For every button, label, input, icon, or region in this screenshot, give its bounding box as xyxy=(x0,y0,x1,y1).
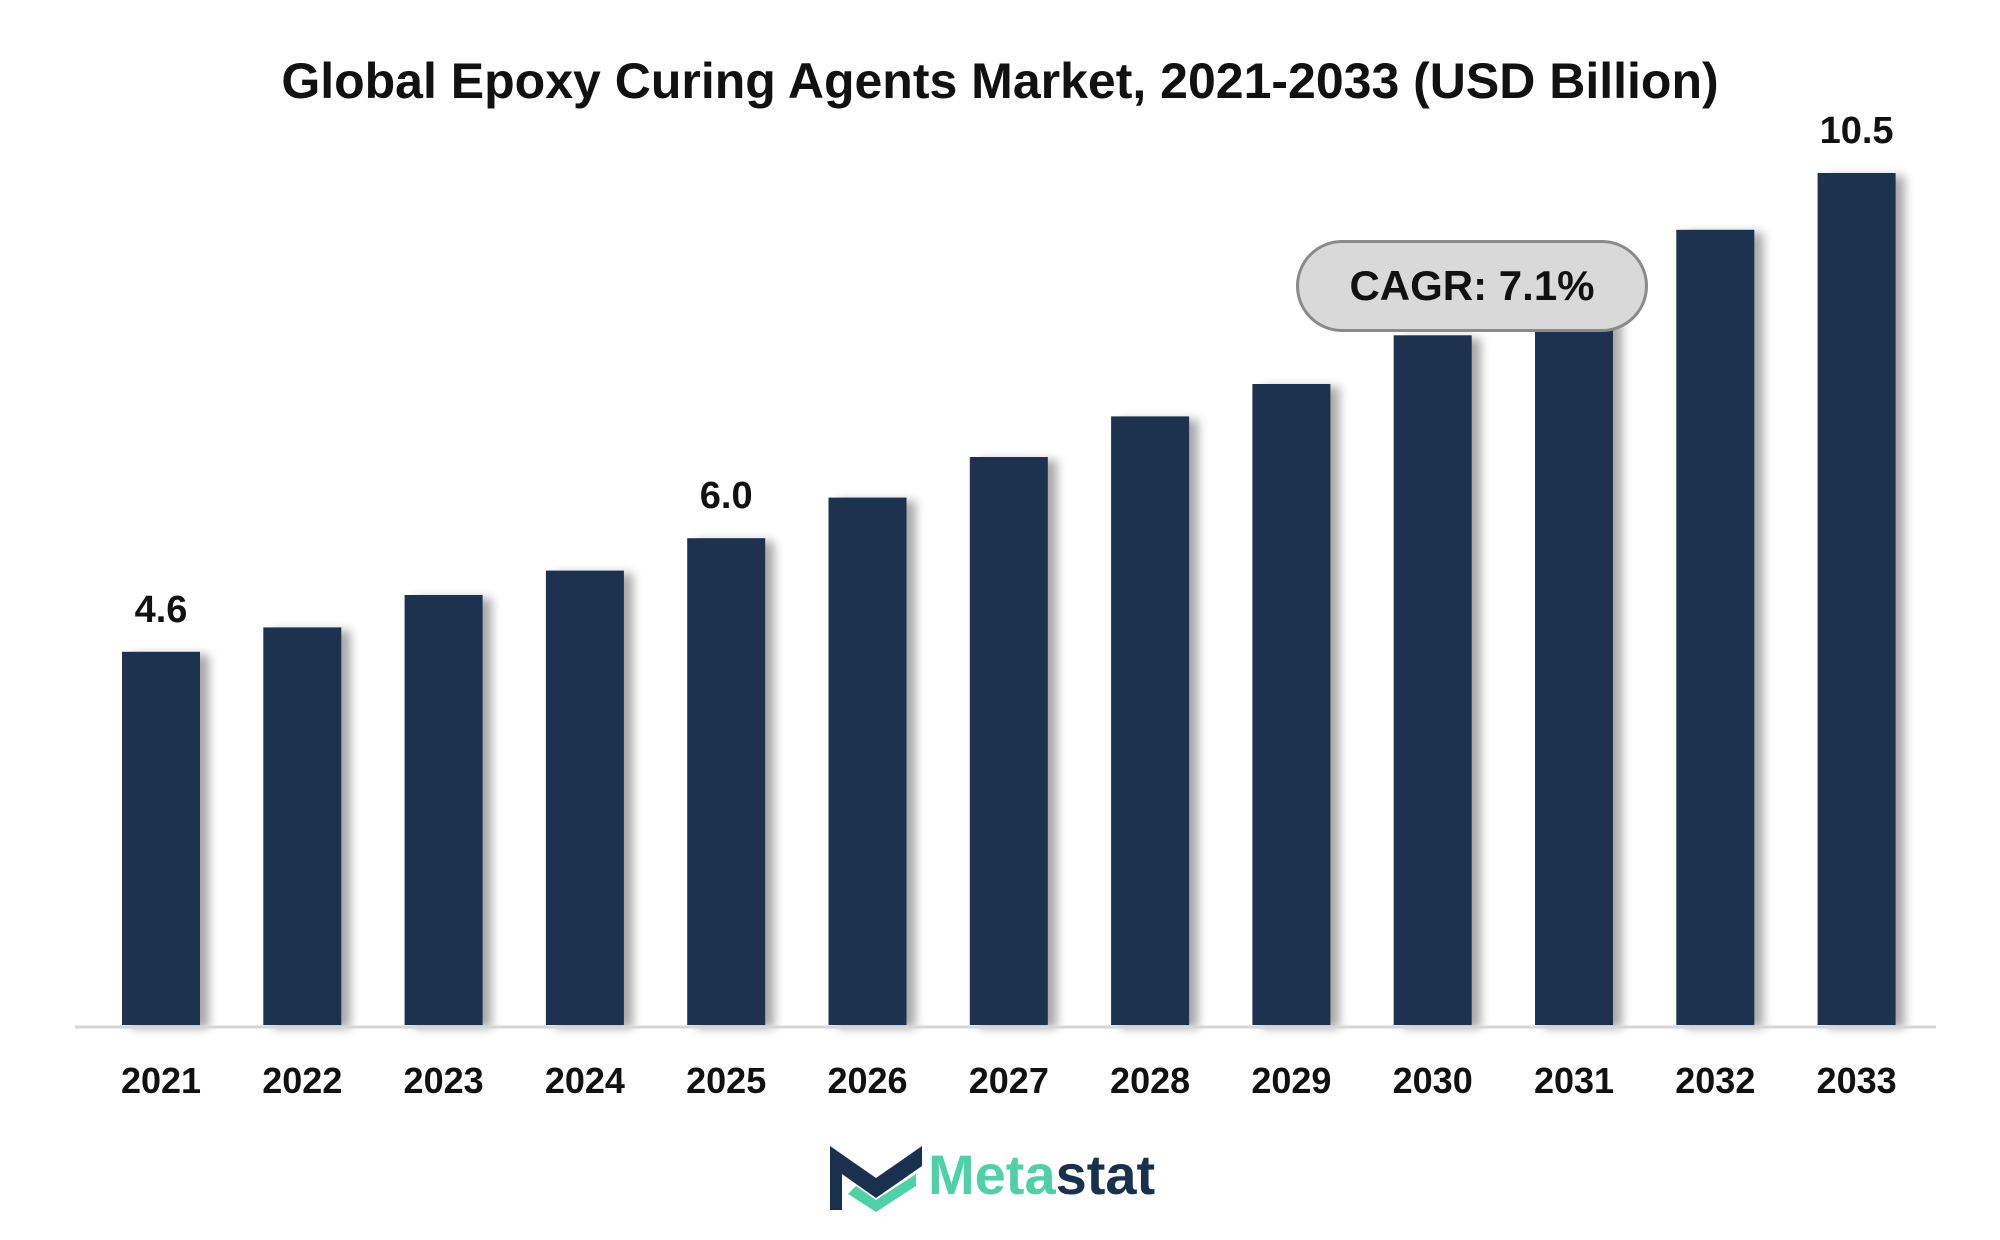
bar-2025 xyxy=(687,538,766,1025)
x-tick-label: 2027 xyxy=(969,1060,1049,1101)
bar-2032 xyxy=(1676,229,1755,1026)
x-axis-ticks: 2021 2022 2023 2024 2025 2026 2027 2028 2029 2030… xyxy=(121,1060,1897,1101)
chart-title: Global Epoxy Curing Agents Market, 2021-… xyxy=(281,53,1719,109)
x-tick-label: 2023 xyxy=(404,1060,484,1101)
data-labels: 4.6 6.0 10.5 xyxy=(135,110,1894,631)
x-tick-label: 2026 xyxy=(827,1060,907,1101)
x-tick-label: 2022 xyxy=(262,1060,342,1101)
bar-2029 xyxy=(1252,384,1331,1025)
brand-name-part1: Meta xyxy=(928,1142,1056,1206)
bar-2022 xyxy=(263,627,342,1025)
bar-2031 xyxy=(1535,278,1613,1025)
x-tick-label: 2024 xyxy=(545,1060,625,1101)
bars xyxy=(122,173,1896,1026)
brand-logo: Metastat xyxy=(826,1136,1155,1212)
bar-2030 xyxy=(1393,335,1472,1025)
x-tick-label: 2021 xyxy=(121,1060,201,1101)
data-label-2033: 10.5 xyxy=(1820,110,1894,152)
bar-2028 xyxy=(1111,416,1190,1025)
bar-2033 xyxy=(1817,173,1896,1025)
x-tick-label: 2032 xyxy=(1675,1060,1755,1101)
cagr-annotation: CAGR: 7.1% xyxy=(1296,240,1648,332)
bar-2026 xyxy=(828,497,907,1026)
x-tick-label: 2028 xyxy=(1110,1060,1190,1101)
brand-name-part2: stat xyxy=(1055,1142,1156,1206)
bar-2027 xyxy=(969,457,1048,1025)
brand-name: Metastat xyxy=(928,1142,1155,1207)
data-label-2021: 4.6 xyxy=(135,589,188,631)
x-tick-label: 2031 xyxy=(1534,1060,1614,1101)
x-tick-label: 2029 xyxy=(1251,1060,1331,1101)
x-tick-label: 2025 xyxy=(686,1060,766,1101)
metastat-logo-icon xyxy=(830,1146,922,1212)
bar-2024 xyxy=(545,570,624,1025)
x-tick-label: 2033 xyxy=(1817,1060,1897,1101)
data-label-2025: 6.0 xyxy=(700,475,753,517)
x-tick-label: 2030 xyxy=(1393,1060,1473,1101)
bar-2023 xyxy=(404,595,483,1025)
bar-2021 xyxy=(122,651,200,1025)
